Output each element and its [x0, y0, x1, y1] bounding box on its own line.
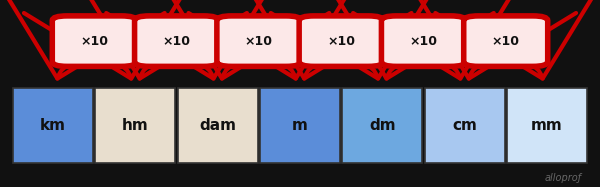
- Text: dm: dm: [369, 118, 395, 133]
- FancyBboxPatch shape: [52, 16, 136, 66]
- FancyArrowPatch shape: [239, 0, 412, 79]
- Text: ×10: ×10: [409, 35, 437, 48]
- Text: km: km: [40, 118, 66, 133]
- FancyArrowPatch shape: [106, 0, 279, 79]
- FancyBboxPatch shape: [178, 88, 257, 163]
- FancyBboxPatch shape: [260, 88, 340, 163]
- Text: alloproƒ: alloproƒ: [545, 173, 582, 183]
- FancyArrowPatch shape: [271, 0, 443, 79]
- FancyBboxPatch shape: [382, 16, 466, 66]
- FancyBboxPatch shape: [217, 16, 301, 66]
- FancyArrowPatch shape: [157, 0, 329, 79]
- FancyBboxPatch shape: [299, 16, 383, 66]
- Text: ×10: ×10: [163, 35, 191, 48]
- FancyBboxPatch shape: [13, 88, 93, 163]
- Text: ×10: ×10: [492, 35, 520, 48]
- Text: dam: dam: [199, 118, 236, 133]
- FancyArrowPatch shape: [24, 0, 197, 79]
- FancyArrowPatch shape: [436, 0, 600, 79]
- FancyBboxPatch shape: [134, 16, 218, 66]
- FancyBboxPatch shape: [507, 88, 587, 163]
- FancyArrowPatch shape: [0, 0, 164, 79]
- Text: ×10: ×10: [245, 35, 273, 48]
- FancyArrowPatch shape: [188, 0, 361, 79]
- Text: hm: hm: [122, 118, 149, 133]
- Text: mm: mm: [531, 118, 563, 133]
- Text: cm: cm: [452, 118, 477, 133]
- FancyBboxPatch shape: [425, 88, 505, 163]
- FancyBboxPatch shape: [464, 16, 548, 66]
- FancyArrowPatch shape: [403, 0, 576, 79]
- FancyArrowPatch shape: [321, 0, 494, 79]
- FancyArrowPatch shape: [74, 0, 247, 79]
- FancyBboxPatch shape: [343, 88, 422, 163]
- Text: ×10: ×10: [80, 35, 108, 48]
- Text: m: m: [292, 118, 308, 133]
- FancyArrowPatch shape: [353, 0, 526, 79]
- Text: ×10: ×10: [327, 35, 355, 48]
- FancyBboxPatch shape: [95, 88, 175, 163]
